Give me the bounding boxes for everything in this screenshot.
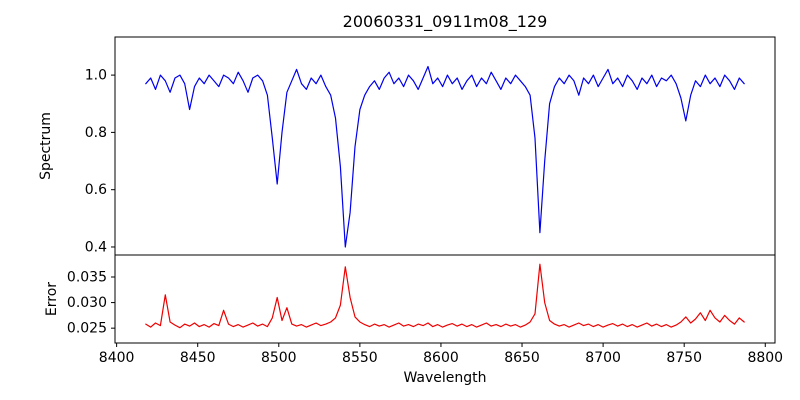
x-tick-label: 8400 [99, 350, 135, 366]
x-tick-label: 8500 [261, 350, 297, 366]
x-tick-label: 8750 [666, 350, 702, 366]
spectrum-line [145, 65, 745, 248]
x-axis-label: Wavelength [403, 370, 486, 386]
x-tick-label: 8450 [180, 350, 216, 366]
y-tick-label: 0.025 [67, 321, 107, 337]
x-tick-label: 8600 [423, 350, 459, 366]
error-line [145, 263, 745, 329]
error-y-axis-label: Error [44, 282, 60, 316]
y-tick-label: 0.035 [67, 270, 107, 286]
chart-title: 20060331_0911m08_129 [343, 12, 548, 32]
error-ticks: 0.025 0.030 0.035 8400 8450 8500 8550 8600 8650 8… [67, 270, 783, 367]
y-tick-label: 1.0 [85, 68, 107, 84]
x-tick-label: 8700 [585, 350, 621, 366]
y-tick-label: 0.030 [67, 295, 107, 311]
error-plot-frame [114, 254, 776, 344]
spectrum-ticks: 0.4 0.6 0.8 1.0 [85, 68, 115, 255]
spectrum-y-axis-label: Spectrum [38, 112, 54, 180]
x-tick-label: 8550 [342, 350, 378, 366]
error-panel: 0.025 0.030 0.035 8400 8450 8500 8550 8600 8650 8… [44, 254, 783, 367]
y-tick-label: 0.4 [85, 239, 107, 255]
spectrum-plot-frame [114, 36, 776, 256]
y-tick-label: 0.6 [85, 182, 107, 198]
spectrum-panel: 0.4 0.6 0.8 1.0 Spectrum [38, 36, 776, 256]
x-tick-label: 8650 [504, 350, 540, 366]
x-tick-label: 8800 [747, 350, 783, 366]
y-tick-label: 0.8 [85, 125, 107, 141]
